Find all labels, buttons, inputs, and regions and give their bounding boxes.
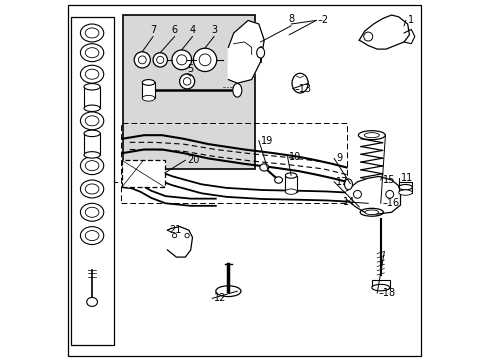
Text: 21: 21 — [169, 225, 181, 235]
Ellipse shape — [80, 180, 103, 198]
Ellipse shape — [172, 233, 176, 238]
Ellipse shape — [80, 24, 103, 42]
Text: 19: 19 — [260, 136, 272, 145]
Ellipse shape — [85, 161, 99, 171]
Ellipse shape — [80, 157, 103, 175]
Ellipse shape — [398, 184, 411, 190]
Ellipse shape — [84, 152, 100, 158]
Polygon shape — [167, 226, 192, 257]
Text: 5: 5 — [187, 64, 193, 74]
Bar — [142, 82, 155, 98]
Text: –16: –16 — [382, 198, 399, 208]
Text: 7: 7 — [150, 25, 156, 35]
Ellipse shape — [138, 56, 146, 64]
Ellipse shape — [80, 65, 103, 83]
Ellipse shape — [85, 69, 99, 79]
Ellipse shape — [364, 133, 379, 138]
Text: 11: 11 — [400, 173, 412, 183]
Bar — [70, 17, 113, 345]
Ellipse shape — [80, 44, 103, 62]
Ellipse shape — [85, 28, 99, 38]
Ellipse shape — [232, 84, 241, 97]
Ellipse shape — [84, 130, 100, 136]
Ellipse shape — [215, 286, 241, 297]
Ellipse shape — [193, 48, 216, 72]
Bar — [84, 87, 100, 108]
Ellipse shape — [364, 210, 378, 215]
Ellipse shape — [142, 95, 155, 101]
Ellipse shape — [256, 47, 264, 58]
Text: –22: –22 — [121, 177, 138, 187]
Text: 9: 9 — [335, 153, 342, 163]
Ellipse shape — [371, 284, 389, 291]
Bar — [84, 134, 100, 155]
Ellipse shape — [80, 203, 103, 221]
Ellipse shape — [176, 55, 186, 65]
Ellipse shape — [85, 207, 99, 217]
Text: 10: 10 — [289, 152, 301, 162]
Ellipse shape — [171, 50, 191, 70]
Ellipse shape — [85, 48, 99, 58]
Ellipse shape — [184, 233, 189, 238]
Ellipse shape — [84, 105, 100, 112]
Text: 17: 17 — [335, 177, 347, 187]
Ellipse shape — [398, 190, 411, 195]
Ellipse shape — [85, 116, 99, 126]
Ellipse shape — [274, 177, 282, 183]
Ellipse shape — [291, 73, 307, 93]
Polygon shape — [346, 176, 400, 214]
Bar — [398, 182, 411, 193]
Bar — [122, 15, 255, 169]
Ellipse shape — [179, 74, 194, 89]
Text: 20: 20 — [187, 155, 199, 165]
Ellipse shape — [199, 54, 210, 66]
Bar — [371, 280, 389, 288]
Ellipse shape — [385, 190, 393, 198]
Polygon shape — [403, 30, 414, 44]
Ellipse shape — [358, 131, 385, 140]
Text: 6: 6 — [171, 25, 177, 35]
Text: 12: 12 — [214, 293, 226, 303]
Ellipse shape — [156, 56, 163, 63]
Ellipse shape — [259, 164, 268, 171]
Bar — [121, 123, 346, 203]
Ellipse shape — [85, 230, 99, 240]
FancyBboxPatch shape — [122, 160, 164, 187]
Polygon shape — [228, 21, 264, 83]
Text: –13: –13 — [294, 84, 311, 94]
Ellipse shape — [80, 112, 103, 130]
Text: 8: 8 — [287, 14, 294, 24]
Ellipse shape — [183, 78, 190, 85]
Ellipse shape — [285, 173, 296, 178]
Ellipse shape — [360, 208, 383, 216]
Text: 3: 3 — [210, 25, 217, 35]
Ellipse shape — [85, 184, 99, 194]
Ellipse shape — [142, 80, 155, 85]
Text: 14: 14 — [343, 197, 355, 207]
Text: –18: –18 — [378, 288, 395, 298]
Text: 15: 15 — [382, 175, 394, 185]
Ellipse shape — [84, 84, 100, 90]
Ellipse shape — [134, 52, 150, 68]
Text: 1: 1 — [407, 15, 413, 26]
Ellipse shape — [80, 226, 103, 244]
Ellipse shape — [353, 190, 361, 198]
Text: –2: –2 — [317, 15, 328, 26]
Ellipse shape — [86, 297, 97, 306]
Polygon shape — [359, 15, 408, 49]
Bar — [285, 176, 296, 192]
Ellipse shape — [285, 189, 296, 194]
Ellipse shape — [363, 32, 372, 41]
Ellipse shape — [344, 179, 352, 190]
Ellipse shape — [153, 53, 167, 67]
Text: 4: 4 — [189, 25, 195, 35]
